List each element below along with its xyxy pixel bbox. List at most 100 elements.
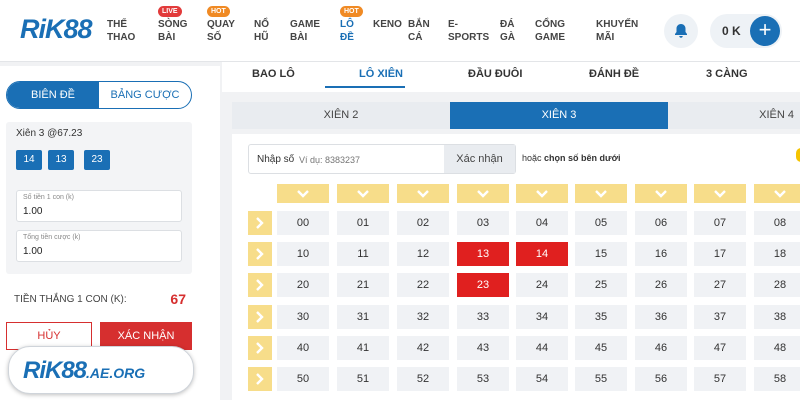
column-select-button[interactable] (277, 184, 329, 203)
number-cell[interactable]: 45 (575, 336, 627, 360)
number-cell[interactable]: 50 (277, 367, 329, 391)
number-cell[interactable]: 18 (754, 242, 800, 266)
number-cell[interactable]: 54 (516, 367, 568, 391)
number-cell[interactable]: 46 (635, 336, 687, 360)
tab-bao-lo[interactable]: BAO LÔ (252, 68, 295, 80)
number-cell[interactable]: 05 (575, 211, 627, 235)
number-cell[interactable]: 03 (457, 211, 509, 235)
row-select-button[interactable] (248, 367, 272, 391)
nav-item-song-bai[interactable]: LIVE SÒNG BÀI (158, 6, 187, 44)
number-cell[interactable]: 55 (575, 367, 627, 391)
nav-item-da-ga[interactable]: ĐÁ GÀ (500, 19, 515, 43)
deposit-plus-button[interactable]: + (750, 16, 780, 46)
number-cell[interactable]: 23 (457, 273, 509, 297)
logo[interactable]: RiK88 (20, 14, 93, 44)
number-cell[interactable]: 17 (694, 242, 746, 266)
number-cell[interactable]: 53 (457, 367, 509, 391)
number-cell[interactable]: 12 (397, 242, 449, 266)
number-cell[interactable]: 33 (457, 305, 509, 329)
row-select-button[interactable] (248, 305, 272, 329)
number-cell[interactable]: 15 (575, 242, 627, 266)
number-cell[interactable]: 00 (277, 211, 329, 235)
number-cell[interactable]: 51 (337, 367, 389, 391)
column-select-button[interactable] (397, 184, 449, 203)
number-cell[interactable]: 47 (694, 336, 746, 360)
row-select-button[interactable] (248, 211, 272, 235)
tab-dau-duoi[interactable]: ĐẦU ĐUÔI (468, 68, 523, 80)
number-cell[interactable]: 48 (754, 336, 800, 360)
tab-bien-de[interactable]: BIÊN ĐỀ (7, 82, 99, 108)
nav-item-lo-de[interactable]: HOT LÔ ĐỀ (340, 6, 363, 44)
number-cell[interactable]: 11 (337, 242, 389, 266)
number-cell[interactable]: 08 (754, 211, 800, 235)
number-cell[interactable]: 36 (635, 305, 687, 329)
nav-item-the-thao[interactable]: THỂ THAO (107, 19, 136, 43)
row-select-button[interactable] (248, 336, 272, 360)
confirm-bet-button[interactable]: XÁC NHẬN (100, 322, 192, 350)
number-cell[interactable]: 01 (337, 211, 389, 235)
number-cell[interactable]: 04 (516, 211, 568, 235)
number-cell[interactable]: 14 (516, 242, 568, 266)
number-cell[interactable]: 52 (397, 367, 449, 391)
number-cell[interactable]: 58 (754, 367, 800, 391)
nav-item-cong-game[interactable]: CỔNG GAME (535, 19, 565, 43)
number-cell[interactable]: 21 (337, 273, 389, 297)
column-select-button[interactable] (754, 184, 800, 203)
nav-item-keno[interactable]: KENO (373, 19, 402, 30)
column-select-button[interactable] (694, 184, 746, 203)
tab-bang-cuoc[interactable]: BẢNG CƯỢC (110, 89, 180, 101)
column-select-button[interactable] (635, 184, 687, 203)
number-cell[interactable]: 28 (754, 273, 800, 297)
cancel-button[interactable]: HỦY (6, 322, 92, 350)
tab-xien-3[interactable]: XIÊN 3 (450, 102, 668, 129)
column-select-button[interactable] (457, 184, 509, 203)
number-cell[interactable]: 26 (635, 273, 687, 297)
nav-item-e-sports[interactable]: E- SPORTS (448, 19, 490, 43)
number-cell[interactable]: 42 (397, 336, 449, 360)
number-cell[interactable]: 37 (694, 305, 746, 329)
number-cell[interactable]: 40 (277, 336, 329, 360)
number-cell[interactable]: 57 (694, 367, 746, 391)
help-dot[interactable] (796, 148, 800, 162)
column-select-button[interactable] (516, 184, 568, 203)
number-cell[interactable]: 35 (575, 305, 627, 329)
nav-item-quay-so[interactable]: HOT QUAY SỐ (207, 6, 235, 44)
nav-item-khuyen-mai[interactable]: KHUYẾN MÃI (596, 19, 639, 43)
number-cell[interactable]: 44 (516, 336, 568, 360)
row-select-button[interactable] (248, 242, 272, 266)
number-cell[interactable]: 02 (397, 211, 449, 235)
notification-button[interactable] (664, 14, 698, 48)
number-cell[interactable]: 07 (694, 211, 746, 235)
total-stake-field[interactable]: Tổng tiền cược (k) 1.00 (16, 230, 182, 262)
number-cell[interactable]: 20 (277, 273, 329, 297)
tab-3-cang[interactable]: 3 CÀNG (706, 68, 748, 80)
number-cell[interactable]: 30 (277, 305, 329, 329)
number-cell[interactable]: 38 (754, 305, 800, 329)
tab-lo-xien[interactable]: LÔ XIÊN (359, 68, 404, 80)
row-select-button[interactable] (248, 273, 272, 297)
nav-item-ban-ca[interactable]: BẮN CÁ (408, 19, 430, 43)
number-entry-confirm-button[interactable]: Xác nhận (444, 145, 515, 173)
number-cell[interactable]: 16 (635, 242, 687, 266)
number-cell[interactable]: 24 (516, 273, 568, 297)
number-cell[interactable]: 34 (516, 305, 568, 329)
nav-item-no-hu[interactable]: NỔ HŨ (254, 19, 269, 43)
tab-xien-2[interactable]: XIÊN 2 (323, 109, 359, 121)
tab-xien-4[interactable]: XIÊN 4 (759, 109, 794, 121)
tab-danh-de[interactable]: ĐÁNH ĐỀ (589, 68, 640, 80)
number-cell[interactable]: 32 (397, 305, 449, 329)
number-cell[interactable]: 25 (575, 273, 627, 297)
nav-item-game-bai[interactable]: GAME BÀI (290, 19, 320, 43)
number-cell[interactable]: 31 (337, 305, 389, 329)
number-cell[interactable]: 56 (635, 367, 687, 391)
column-select-button[interactable] (575, 184, 627, 203)
number-cell[interactable]: 27 (694, 273, 746, 297)
column-select-button[interactable] (337, 184, 389, 203)
number-cell[interactable]: 13 (457, 242, 509, 266)
number-cell[interactable]: 10 (277, 242, 329, 266)
number-cell[interactable]: 41 (337, 336, 389, 360)
number-entry-input[interactable] (299, 151, 439, 169)
number-cell[interactable]: 06 (635, 211, 687, 235)
number-cell[interactable]: 43 (457, 336, 509, 360)
stake-per-number-field[interactable]: Số tiền 1 con (k) 1.00 (16, 190, 182, 222)
